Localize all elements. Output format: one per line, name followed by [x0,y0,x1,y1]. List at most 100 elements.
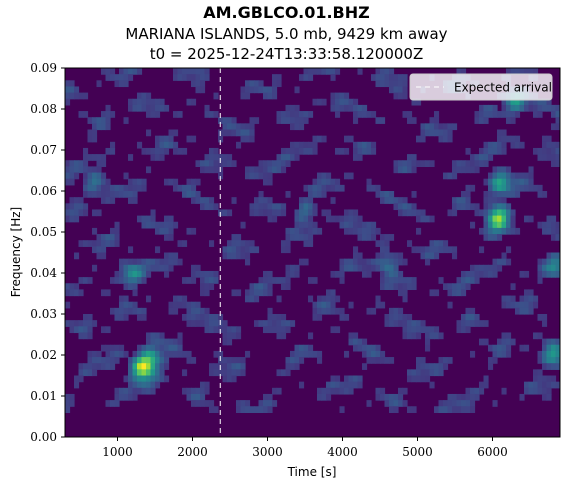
spectrogram-cell [515,172,521,180]
spectrogram-cell [137,307,143,315]
spectrogram-cell [137,141,143,149]
spectrogram-cell [474,117,480,124]
spectrogram-cell [69,86,75,94]
spectrogram-cell [425,123,431,131]
spectrogram-cell [119,387,125,395]
spectrogram-cell [186,178,192,186]
spectrogram-cell [128,98,134,106]
spectrogram-cell [69,178,75,186]
spectrogram-cell [96,191,102,198]
spectrogram-cell [281,326,287,334]
spectrogram-cell [258,283,264,290]
spectrogram-cell [362,350,368,358]
spectrogram-cell [479,227,485,235]
spectrogram-cell [213,406,219,413]
spectrogram-cell [65,301,71,309]
spectrogram-cell [249,289,255,297]
spectrogram-cell [222,246,228,254]
spectrogram-cell [384,320,390,327]
spectrogram-cell [227,338,233,346]
y-axis-label: Frequency [Hz] [9,207,23,298]
spectrogram-cell [357,221,363,229]
spectrogram-cell [501,221,507,229]
spectrogram-cell [92,178,98,186]
spectrogram-cell [317,172,323,180]
spectrogram-cell [393,283,399,290]
spectrogram-cell [218,172,224,180]
chart-subtitle-origin-time: t0 = 2025-12-24T13:33:58.120000Z [149,45,424,63]
spectrogram-cell [407,166,413,174]
spectrogram-cell [434,369,440,377]
spectrogram-cell [339,277,345,284]
spectrogram-cell [240,252,246,260]
spectrogram-cell [519,344,525,352]
spectrogram-cell [416,160,422,167]
spectrogram-cell [434,123,440,131]
spectrogram-cell [497,197,503,204]
spectrogram-cell [330,104,336,112]
spectrogram-cell [402,209,408,217]
spectrogram-cell [159,98,165,106]
spectrogram-cell [519,141,525,149]
spectrogram-cell [191,178,197,186]
spectrogram-cell [105,357,111,364]
spectrogram-cell [434,326,440,334]
spectrogram-cell [267,393,273,401]
spectrogram-cell [150,357,156,364]
spectrogram-cell [393,400,399,407]
spectrogram-cell [429,240,435,247]
spectrogram-cell [101,363,107,370]
spectrogram-cell [420,252,426,260]
spectrogram-cell [132,104,138,112]
spectrogram-cell [375,357,381,364]
spectrogram-cell [303,184,309,192]
spectrogram-cell [195,80,201,88]
spectrogram-cell [290,264,296,272]
spectrogram-cell [528,178,534,186]
spectrogram-cell [132,375,138,383]
spectrogram-cell [272,166,278,174]
spectrogram-cell [348,387,354,395]
spectrogram-cell [150,258,156,266]
spectrogram-cell [200,86,206,94]
spectrogram-cell [164,227,170,235]
spectrogram-cell [353,154,359,161]
spectrogram-cell [245,86,251,94]
spectrogram-cell [254,246,260,254]
spectrogram-cell [407,203,413,211]
spectrogram-cell [434,406,440,413]
spectrogram-cell [155,344,161,352]
spectrogram-cell [74,203,80,211]
spectrogram-cell [312,307,318,315]
spectrogram-cell [272,277,278,284]
spectrogram-cell [317,227,323,235]
spectrogram-cell [488,215,494,223]
spectrogram-cell [474,393,480,401]
spectrogram-cell [497,350,503,358]
spectrogram-cell [348,172,354,180]
spectrogram-cell [555,227,560,235]
spectrogram-cell [303,141,309,149]
spectrogram-cell [263,400,269,407]
spectrogram-cell [551,252,557,260]
spectrogram-cell [110,147,116,155]
spectrogram-cell [164,178,170,186]
spectrogram-cell [146,215,152,223]
spectrogram-cell [123,258,129,266]
spectrogram-cell [182,191,188,198]
spectrogram-cell [380,258,386,266]
spectrogram-cell [195,307,201,315]
spectrogram-cell [150,363,156,370]
spectrogram-cell [524,184,530,192]
spectrogram-cell [501,129,507,137]
spectrogram-cell [276,295,282,303]
spectrogram-cell [506,104,512,112]
spectrogram-cell [299,147,305,155]
spectrogram-cell [461,203,467,211]
spectrogram-cell [488,227,494,235]
spectrogram-cell [191,191,197,198]
spectrogram-cell [492,147,498,155]
spectrogram-cell [83,332,89,340]
spectrogram-cell [141,270,147,278]
spectrogram-cell [101,252,107,260]
